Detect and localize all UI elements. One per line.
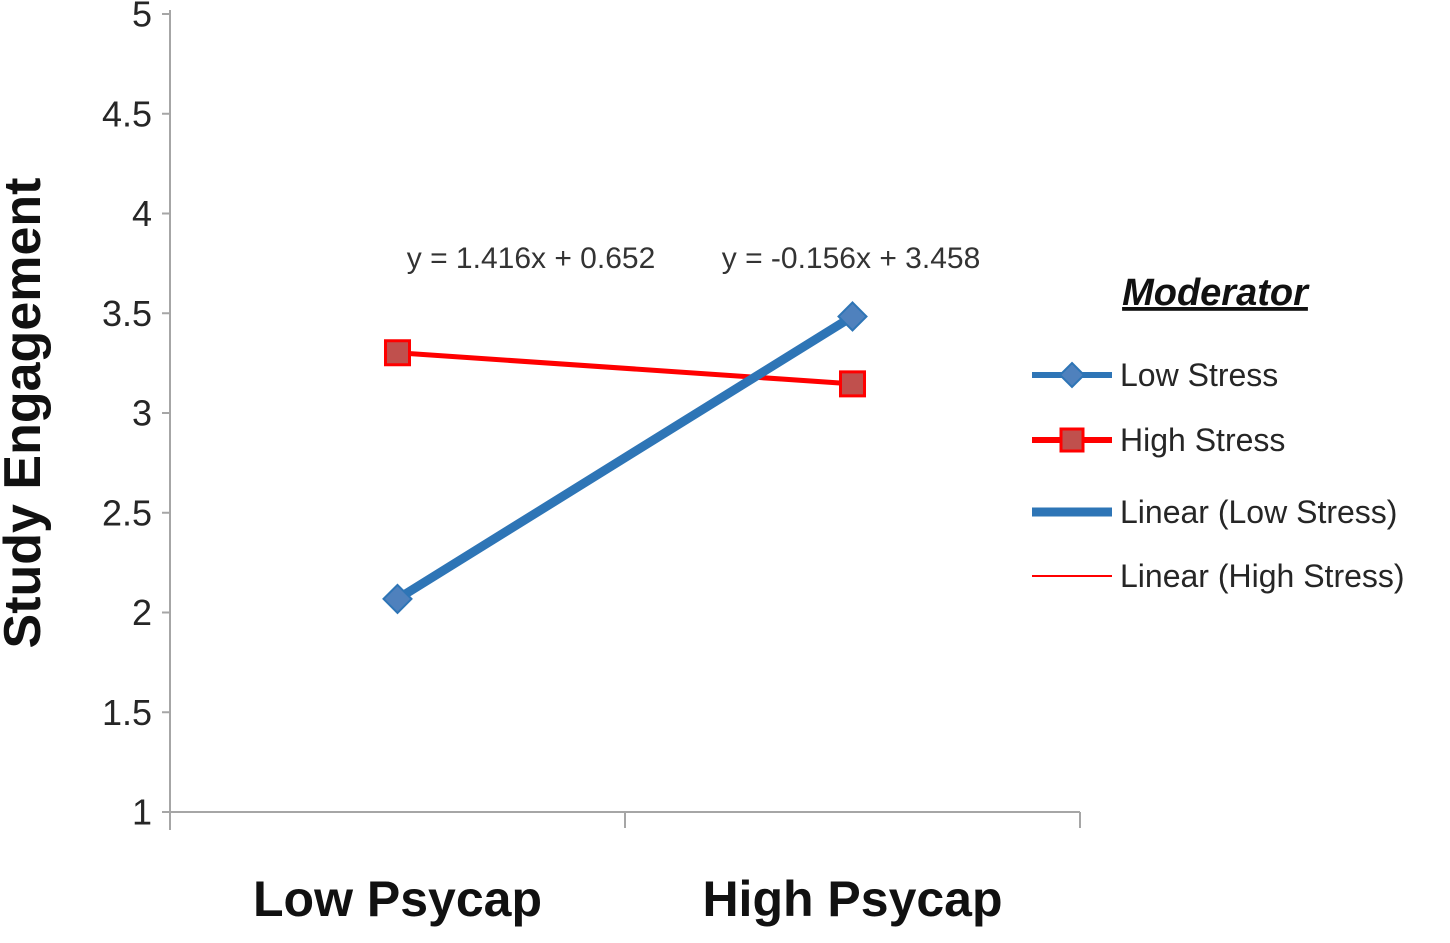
x-axis-category-label: Low Psycap xyxy=(253,871,542,927)
legend-entry-linear-high-stress: Linear (High Stress) xyxy=(1032,558,1405,594)
legend: Moderator Low Stress High Stress Linear (Lo… xyxy=(1032,272,1405,594)
legend-swatch-diamond-icon xyxy=(1058,361,1086,389)
legend-title: Moderator xyxy=(1122,272,1310,314)
legend-entry-label: Linear (High Stress) xyxy=(1120,558,1405,594)
legend-entry-linear-low-stress: Linear (Low Stress) xyxy=(1032,494,1397,530)
series-line-high-stress xyxy=(395,350,855,387)
y-axis-tick-label: 1.5 xyxy=(102,692,152,733)
legend-entry-low-stress: Low Stress xyxy=(1032,357,1278,393)
series xyxy=(382,301,868,615)
series-line-low-stress xyxy=(393,311,857,604)
legend-entry-high-stress: High Stress xyxy=(1032,422,1285,458)
legend-swatch-square-icon xyxy=(1059,427,1085,453)
marker-high-stress xyxy=(384,339,411,367)
x-axis-category-label: High Psycap xyxy=(702,871,1002,927)
trendline-equation-high-stress: y = -0.156x + 3.458 xyxy=(722,242,981,275)
y-axis-tick-label: 4 xyxy=(132,193,152,234)
legend-entry-label: Low Stress xyxy=(1120,357,1278,393)
y-axis-title: Study Engagement xyxy=(0,178,52,649)
y-axis-tick-label: 2.5 xyxy=(102,492,152,533)
marker-low-stress xyxy=(837,301,868,332)
y-axis-tick-label: 1 xyxy=(132,792,152,833)
trendline-equation-low-stress: y = 1.416x + 0.652 xyxy=(407,242,656,275)
marker-high-stress xyxy=(839,370,866,398)
y-axis-tick-label: 5 xyxy=(132,0,152,35)
axes: 1 1.5 2 2.5 3 3.5 4 4.5 5 Low Psycap High Psycap xyxy=(102,0,1081,927)
y-axis-tick-label: 3 xyxy=(132,393,152,434)
y-axis-tick-label: 3.5 xyxy=(102,293,152,334)
marker-low-stress xyxy=(382,583,413,615)
legend-entry-label: Linear (Low Stress) xyxy=(1120,494,1397,530)
legend-entry-label: High Stress xyxy=(1120,422,1285,458)
y-axis-tick-label: 4.5 xyxy=(102,93,152,134)
y-axis-tick-label: 2 xyxy=(132,592,152,633)
